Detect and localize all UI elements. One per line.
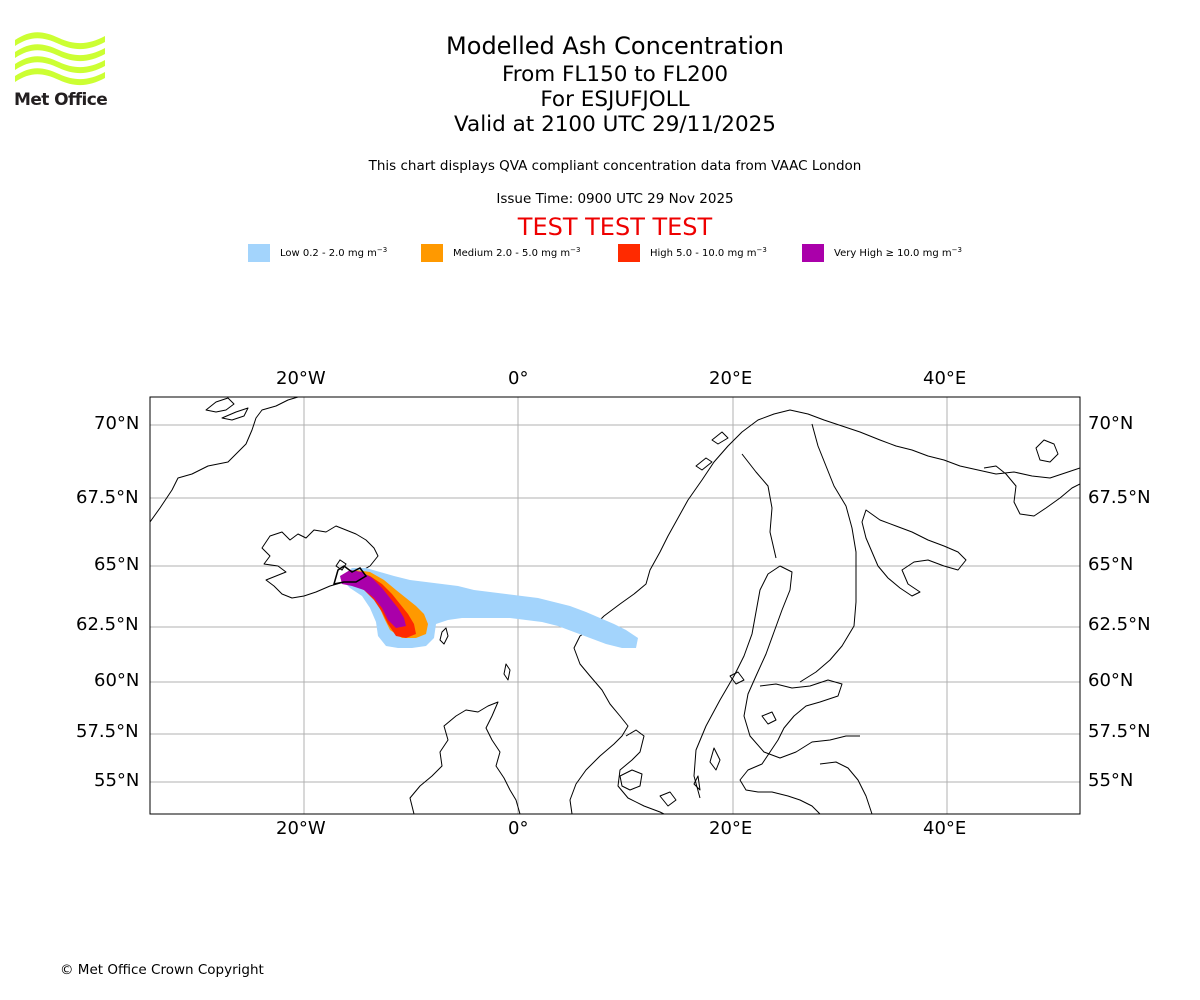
title-line-4: Valid at 2100 UTC 29/11/2025 xyxy=(453,112,776,137)
legend-swatch-high xyxy=(618,244,640,262)
title-line-2: From FL150 to FL200 xyxy=(501,62,729,87)
lon-tick-top-0: 0° xyxy=(508,368,529,389)
legend-label-very-high: Very High ≥ 10.0 mg m−3 xyxy=(834,246,962,259)
aland-islands xyxy=(729,671,745,685)
legend-swatch-very-high xyxy=(802,244,824,262)
logo-text: Met Office xyxy=(14,90,108,110)
lat-tick-right-65n: 65°N xyxy=(1088,554,1134,575)
legend-label-high: High 5.0 - 10.0 mg m−3 xyxy=(650,246,767,259)
lon-tick-top-20w: 20°W xyxy=(276,368,326,389)
map-content xyxy=(150,397,1080,814)
lon-tick-top-40e: 40°E xyxy=(923,368,967,389)
met-office-logo: Met Office xyxy=(14,30,109,112)
legend-label-low: Low 0.2 - 2.0 mg m−3 xyxy=(280,246,388,259)
saaremaa xyxy=(761,711,777,725)
lat-tick-left-55n: 55°N xyxy=(94,770,140,791)
lon-tick-bottom-40e: 40°E xyxy=(923,818,967,839)
kolguev-island xyxy=(1035,439,1059,463)
lat-tick-right-60n: 60°N xyxy=(1088,670,1134,691)
issue-time: Issue Time: 0900 UTC 29 Nov 2025 xyxy=(496,191,734,207)
shetland-islands xyxy=(503,663,511,681)
scandinavia-coast xyxy=(569,409,1080,814)
white-sea-coast xyxy=(861,509,967,597)
chart-subtitle: This chart displays QVA compliant concen… xyxy=(368,158,862,174)
greenland-island-2 xyxy=(221,407,249,421)
test-banner: TEST TEST TEST xyxy=(517,213,713,241)
vesteralen-islands xyxy=(711,431,729,445)
lat-tick-right-55n: 55°N xyxy=(1088,770,1134,791)
sweden-norway-border xyxy=(741,453,777,559)
gotland xyxy=(709,747,721,771)
volcano-marker xyxy=(335,559,347,571)
title-line-1: Modelled Ash Concentration xyxy=(446,32,784,60)
lat-tick-left-65n: 65°N xyxy=(94,554,140,575)
lat-tick-left-62-5n: 62.5°N xyxy=(76,614,139,635)
map-frame xyxy=(149,396,1081,815)
ash-very-high-area xyxy=(340,570,406,628)
finland-russia-border xyxy=(799,423,857,683)
lon-tick-bottom-0: 0° xyxy=(508,818,529,839)
barents-coast xyxy=(983,465,1080,517)
lon-tick-bottom-20w: 20°W xyxy=(276,818,326,839)
met-office-waves-icon xyxy=(15,32,105,86)
legend-swatch-medium xyxy=(421,244,443,262)
baltic-states-coast xyxy=(739,679,843,814)
greenland-coast xyxy=(150,397,299,523)
lat-tick-right-57-5n: 57.5°N xyxy=(1088,721,1151,742)
faroe-islands xyxy=(439,627,449,645)
britain-coast xyxy=(409,701,521,814)
bornholm xyxy=(659,791,677,807)
lat-tick-right-70n: 70°N xyxy=(1088,413,1134,434)
oland xyxy=(693,775,701,791)
baltic-coast xyxy=(693,565,860,799)
lofoten-islands xyxy=(695,457,713,471)
chart-title: Modelled Ash Concentration From FL150 to… xyxy=(315,30,915,137)
denmark-zealand xyxy=(619,769,643,791)
lat-tick-left-67-5n: 67.5°N xyxy=(76,487,139,508)
legend-swatch-low xyxy=(248,244,270,262)
lat-tick-left-57-5n: 57.5°N xyxy=(76,721,139,742)
title-line-3: For ESJUFJOLL xyxy=(540,87,690,112)
coastlines xyxy=(150,397,1080,814)
copyright-notice: © Met Office Crown Copyright xyxy=(60,962,264,978)
sweden-south-coast xyxy=(617,729,665,814)
greenland-island xyxy=(205,397,235,413)
lat-tick-right-62-5n: 62.5°N xyxy=(1088,614,1151,635)
legend-label-medium: Medium 2.0 - 5.0 mg m−3 xyxy=(453,246,581,259)
lat-tick-left-70n: 70°N xyxy=(94,413,140,434)
belarus-border xyxy=(819,761,873,814)
lon-tick-top-20e: 20°E xyxy=(709,368,753,389)
lon-tick-bottom-20e: 20°E xyxy=(709,818,753,839)
ash-plume xyxy=(332,559,638,648)
lat-tick-right-67-5n: 67.5°N xyxy=(1088,487,1151,508)
lat-tick-left-60n: 60°N xyxy=(94,670,140,691)
